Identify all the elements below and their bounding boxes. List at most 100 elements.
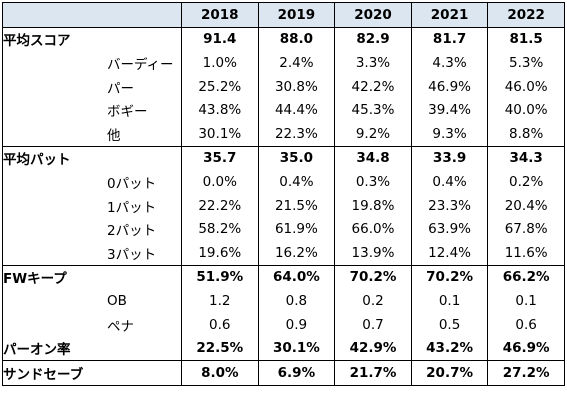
year-header: 2019	[257, 2, 336, 28]
row-label: OB	[2, 289, 182, 313]
cell-value: 0.2	[334, 289, 412, 313]
row-label: パーオン率	[2, 336, 182, 361]
cell-value: 81.5	[487, 26, 565, 52]
cell-value: 0.1	[410, 289, 489, 313]
cell-value: 0.4%	[257, 170, 336, 194]
table-row-par: パー 25.2% 30.8% 42.2% 46.9% 46.0%	[2, 74, 565, 99]
cell-value: 0.9	[257, 312, 336, 337]
table-row-other: 他 30.1% 22.3% 9.2% 9.3% 8.8%	[2, 121, 565, 147]
cell-value: 2.4%	[257, 51, 336, 75]
row-label: パー	[2, 74, 182, 99]
cell-value: 0.6	[487, 312, 565, 337]
cell-value: 66.0%	[334, 217, 412, 241]
cell-value: 22.2%	[181, 193, 259, 218]
cell-value: 30.1%	[257, 336, 336, 361]
table-row-0-putt: 0パット 0.0% 0.4% 0.3% 0.4% 0.2%	[2, 170, 565, 194]
row-label: 1パット	[2, 193, 182, 218]
cell-value: 0.8	[257, 289, 336, 313]
cell-value: 35.0	[257, 145, 336, 171]
cell-value: 21.5%	[257, 193, 336, 218]
cell-value: 16.2%	[257, 240, 336, 266]
cell-value: 0.2%	[487, 170, 565, 194]
cell-value: 81.7	[410, 26, 489, 52]
year-header: 2018	[181, 2, 259, 28]
cell-value: 20.4%	[487, 193, 565, 218]
cell-value: 9.2%	[334, 121, 412, 147]
table-row-birdie: バーディー 1.0% 2.4% 3.3% 4.3% 5.3%	[2, 51, 565, 75]
row-label: FWキープ	[2, 264, 182, 290]
cell-value: 70.2%	[334, 264, 412, 290]
cell-value: 40.0%	[487, 98, 565, 122]
cell-value: 6.9%	[257, 359, 336, 386]
row-label: ペナ	[2, 312, 182, 337]
row-label: バーディー	[2, 51, 182, 75]
header-corner-cell	[2, 2, 182, 28]
cell-value: 4.3%	[410, 51, 489, 75]
row-label: 平均スコア	[2, 26, 182, 52]
table-row-gir: パーオン率 22.5% 30.1% 42.9% 43.2% 46.9%	[2, 336, 565, 361]
cell-value: 0.6	[181, 312, 259, 337]
cell-value: 42.2%	[334, 74, 412, 99]
table-row-average-score: 平均スコア 91.4 88.0 82.9 81.7 81.5	[2, 26, 565, 52]
cell-value: 63.9%	[410, 217, 489, 241]
cell-value: 9.3%	[410, 121, 489, 147]
cell-value: 46.0%	[487, 74, 565, 99]
cell-value: 0.4%	[410, 170, 489, 194]
cell-value: 46.9%	[487, 336, 565, 361]
header-row: 2018 2019 2020 2021 2022	[2, 2, 565, 28]
table-row-ob: OB 1.2 0.8 0.2 0.1 0.1	[2, 289, 565, 313]
cell-value: 0.3%	[334, 170, 412, 194]
cell-value: 1.0%	[181, 51, 259, 75]
cell-value: 34.3	[487, 145, 565, 171]
cell-value: 20.7%	[410, 359, 489, 386]
year-header: 2022	[487, 2, 565, 28]
cell-value: 1.2	[181, 289, 259, 313]
cell-value: 0.0%	[181, 170, 259, 194]
cell-value: 11.6%	[487, 240, 565, 266]
cell-value: 19.6%	[181, 240, 259, 266]
cell-value: 8.8%	[487, 121, 565, 147]
cell-value: 0.5	[410, 312, 489, 337]
cell-value: 45.3%	[334, 98, 412, 122]
year-header: 2020	[334, 2, 412, 28]
cell-value: 82.9	[334, 26, 412, 52]
cell-value: 21.7%	[334, 359, 412, 386]
cell-value: 42.9%	[334, 336, 412, 361]
cell-value: 0.7	[334, 312, 412, 337]
row-label: 2パット	[2, 217, 182, 241]
cell-value: 51.9%	[181, 264, 259, 290]
cell-value: 91.4	[181, 26, 259, 52]
row-label: サンドセーブ	[2, 359, 182, 386]
cell-value: 30.8%	[257, 74, 336, 99]
table-row-penalty: ペナ 0.6 0.9 0.7 0.5 0.6	[2, 312, 565, 337]
cell-value: 30.1%	[181, 121, 259, 147]
cell-value: 39.4%	[410, 98, 489, 122]
cell-value: 43.8%	[181, 98, 259, 122]
table-row-sand-save: サンドセーブ 8.0% 6.9% 21.7% 20.7% 27.2%	[2, 359, 565, 386]
cell-value: 66.2%	[487, 264, 565, 290]
cell-value: 22.5%	[181, 336, 259, 361]
cell-value: 22.3%	[257, 121, 336, 147]
cell-value: 8.0%	[181, 359, 259, 386]
table-row-average-putts: 平均パット 35.7 35.0 34.8 33.9 34.3	[2, 145, 565, 171]
cell-value: 43.2%	[410, 336, 489, 361]
golf-stats-table: 2018 2019 2020 2021 2022 平均スコア 91.4 88.0…	[2, 2, 565, 386]
cell-value: 67.8%	[487, 217, 565, 241]
cell-value: 27.2%	[487, 359, 565, 386]
table-row-2-putt: 2パット 58.2% 61.9% 66.0% 63.9% 67.8%	[2, 217, 565, 241]
cell-value: 88.0	[257, 26, 336, 52]
row-label: 平均パット	[2, 145, 182, 171]
table-row-1-putt: 1パット 22.2% 21.5% 19.8% 23.3% 20.4%	[2, 193, 565, 218]
cell-value: 58.2%	[181, 217, 259, 241]
cell-value: 0.1	[487, 289, 565, 313]
row-label: ボギー	[2, 98, 182, 122]
year-header: 2021	[410, 2, 489, 28]
row-label: 0パット	[2, 170, 182, 194]
cell-value: 70.2%	[410, 264, 489, 290]
cell-value: 12.4%	[410, 240, 489, 266]
cell-value: 19.8%	[334, 193, 412, 218]
table-row-bogey: ボギー 43.8% 44.4% 45.3% 39.4% 40.0%	[2, 98, 565, 122]
cell-value: 23.3%	[410, 193, 489, 218]
cell-value: 33.9	[410, 145, 489, 171]
cell-value: 3.3%	[334, 51, 412, 75]
